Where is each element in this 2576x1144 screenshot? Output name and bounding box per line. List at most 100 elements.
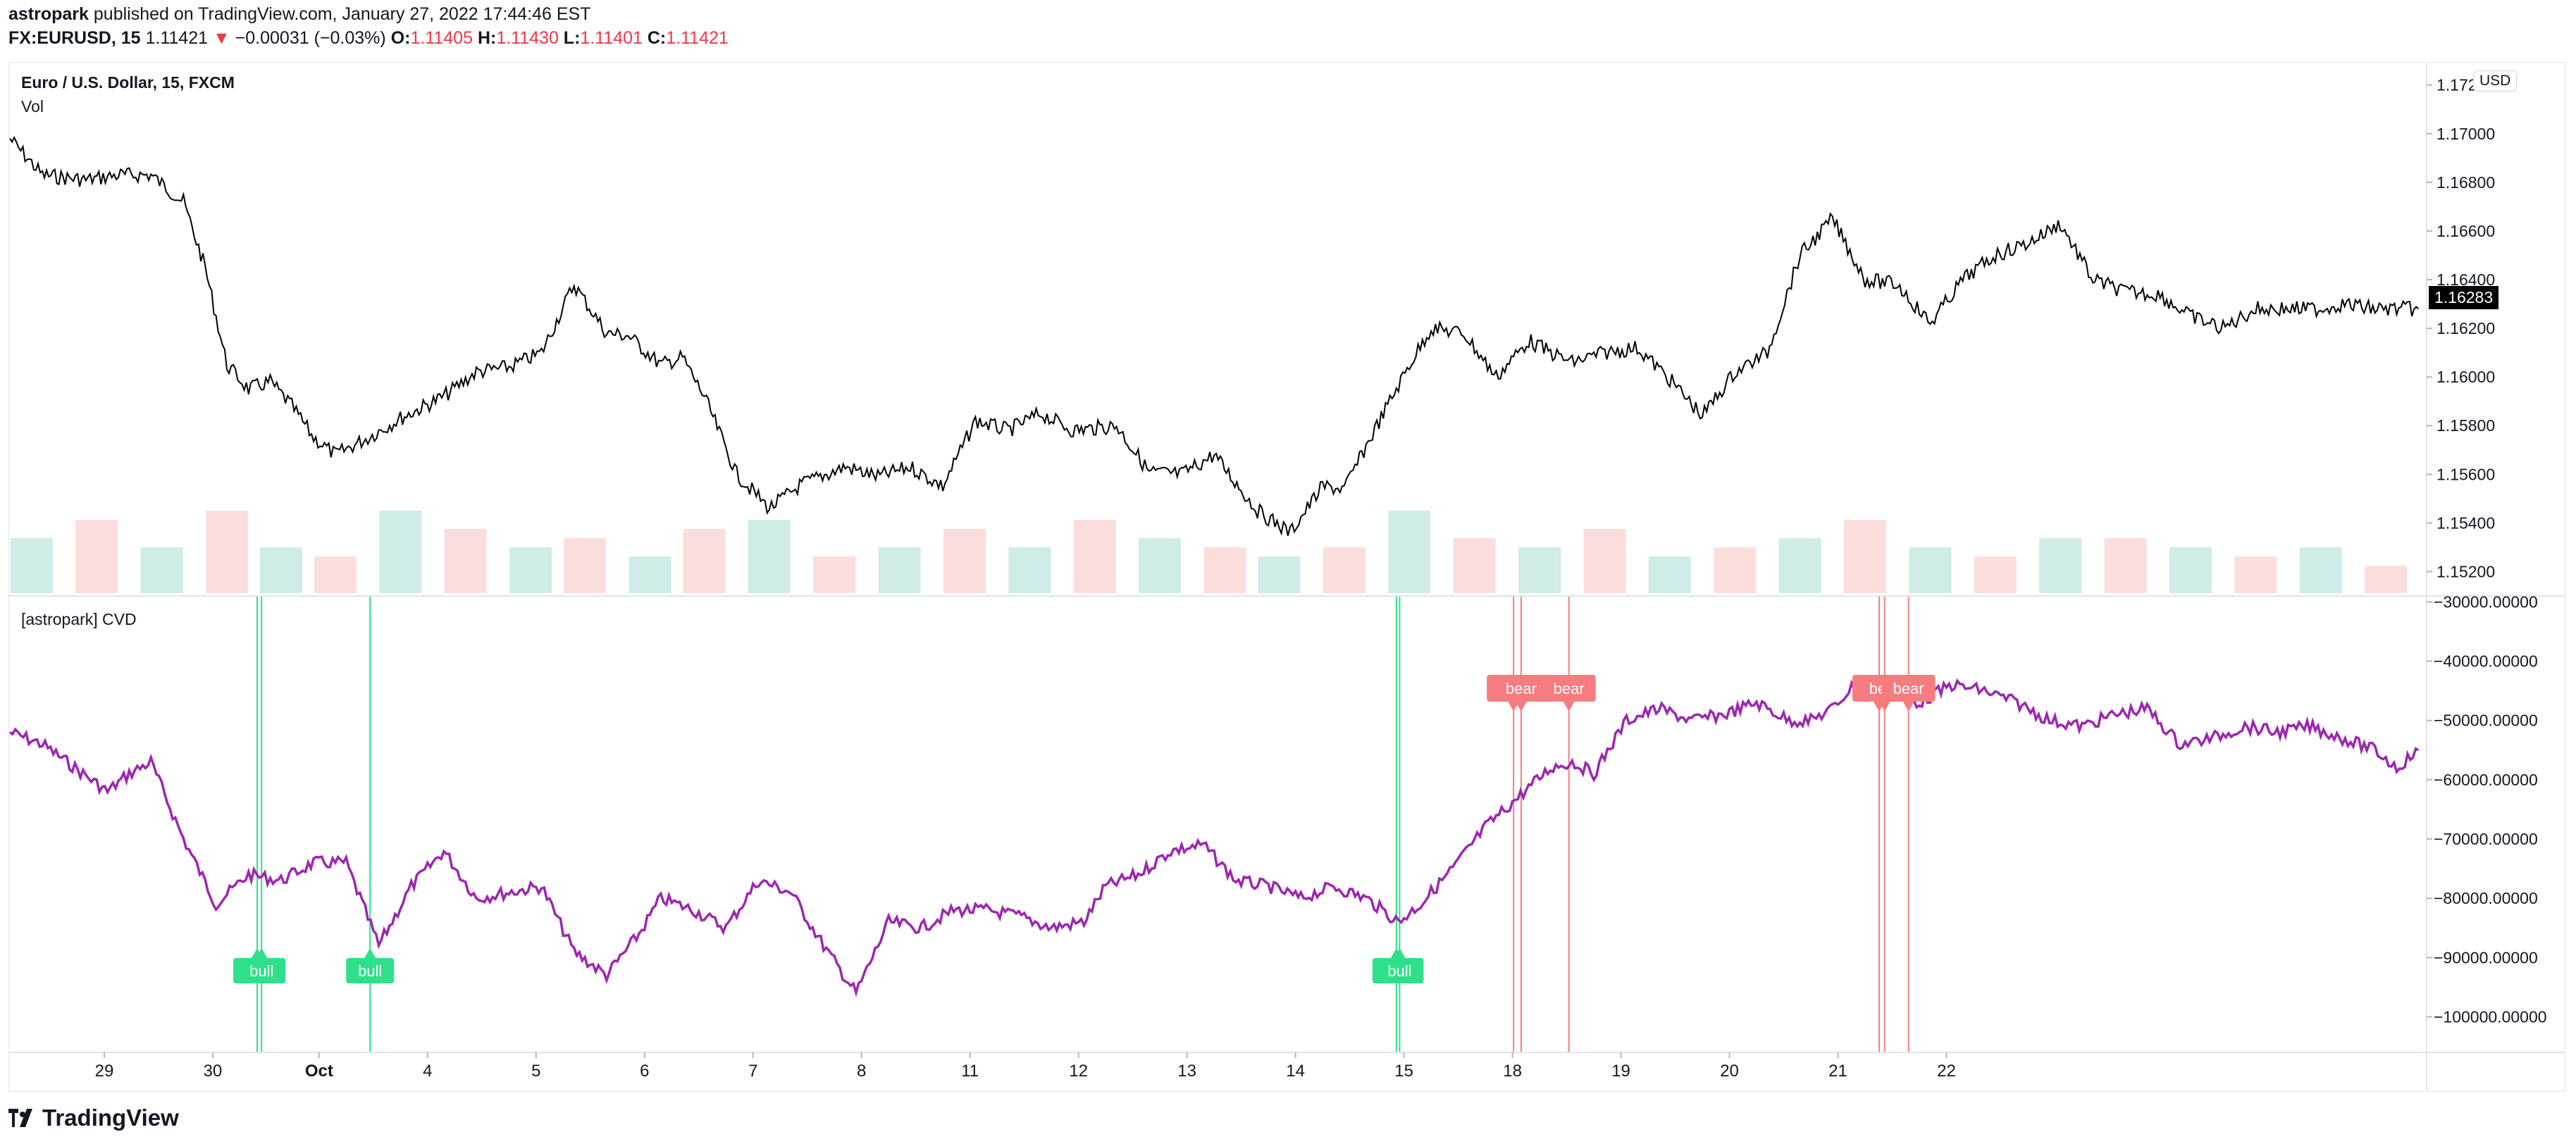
price-pane-title[interactable]: Euro / U.S. Dollar, 15, FXCM (21, 73, 235, 92)
bull-label-text: bull (1387, 962, 1411, 980)
price-tick-label: 1.17000 (2436, 125, 2495, 143)
volume-bar (813, 557, 856, 593)
low-value: 1.11401 (580, 28, 643, 48)
volume-bar (2039, 538, 2082, 593)
time-tick-label: 18 (1503, 1062, 1522, 1081)
bull-label: bull (346, 948, 395, 983)
bear-label: bear (1542, 675, 1596, 711)
time-tick-label: 4 (423, 1062, 432, 1081)
price-tick-label: 1.15400 (2436, 514, 2495, 532)
brand-name: TradingView (42, 1105, 179, 1131)
volume-bar (1583, 529, 1626, 593)
price-tick-label: 1.16000 (2436, 368, 2495, 386)
time-tick-label: 5 (531, 1062, 540, 1081)
volume-bar (509, 547, 552, 593)
currency-badge[interactable]: USD (2473, 70, 2518, 92)
last-price: 1.11421 (145, 28, 209, 48)
bull-label-box (346, 958, 395, 983)
cvd-tick-label: −40000.00000 (2434, 652, 2538, 671)
bear-label-pointer (1508, 702, 1520, 711)
bull-label: bull (237, 948, 286, 983)
price-change: −0.00031 (−0.03%) (235, 28, 386, 48)
publisher-name[interactable]: astropark (8, 4, 89, 24)
volume-bars (10, 511, 2408, 593)
time-tick-label: 15 (1394, 1062, 1413, 1081)
time-tick-label: 20 (1720, 1062, 1739, 1081)
close-label: C: (647, 28, 667, 48)
time-tick-label: Oct (305, 1062, 333, 1081)
open-label: O: (390, 28, 411, 48)
volume-bar (683, 529, 726, 593)
tradingview-logo-icon (8, 1109, 32, 1127)
cvd-tick-label: −50000.00000 (2434, 711, 2538, 730)
bull-label-pointer (364, 948, 376, 958)
time-tick-label: 29 (95, 1062, 114, 1081)
down-arrow-icon: ▼ (212, 28, 230, 48)
volume-bar (1909, 547, 1952, 593)
close-value: 1.11421 (666, 28, 729, 48)
volume-bar (1518, 547, 1561, 593)
volume-bar (1203, 547, 1246, 593)
bear-label-box (1881, 675, 1936, 702)
time-tick-label: 11 (961, 1062, 979, 1081)
bull-label-text: bull (358, 962, 382, 980)
cvd-tick-label: −90000.00000 (2434, 948, 2538, 966)
cvd-pane-title[interactable]: [astropark] CVD (21, 610, 137, 628)
cvd-tick-label: −60000.00000 (2434, 771, 2538, 789)
cvd-line (8, 678, 2420, 997)
volume-label[interactable]: Vol (21, 97, 44, 116)
symbol-ticker[interactable]: FX:EURUSD, 15 (8, 28, 141, 48)
volume-bar (2104, 538, 2147, 593)
bear-label-text: bear (1893, 680, 1924, 697)
volume-bar (1258, 557, 1301, 593)
published-text: published on TradingView.com, January 27… (93, 4, 591, 24)
volume-bar (2234, 557, 2277, 593)
volume-bar (1073, 520, 1116, 593)
volume-bar (1714, 547, 1757, 593)
volume-bar (314, 557, 357, 593)
bull-label-pointer (256, 948, 268, 958)
price-tick-label: 1.16600 (2436, 222, 2495, 240)
volume-bar (1974, 557, 2017, 593)
time-tick-label: 6 (640, 1062, 649, 1081)
volume-bar (2299, 547, 2342, 593)
low-label: L: (563, 28, 581, 48)
time-tick-label: 21 (1828, 1062, 1847, 1081)
tradingview-brand[interactable]: TradingView (8, 1105, 179, 1131)
price-tick-label: 1.16800 (2436, 173, 2495, 192)
price-tick-label: 1.15800 (2436, 416, 2495, 435)
cvd-series (8, 678, 2420, 997)
price-tick-label: 1.15200 (2436, 562, 2495, 580)
symbol-line: FX:EURUSD, 15 1.11421 ▼ −0.00031 (−0.03%… (8, 28, 729, 49)
publish-line: astropark published on TradingView.com, … (8, 4, 590, 25)
bull-label-pointer (1394, 948, 1406, 958)
axes: 1.172001.170001.168001.166001.164001.162… (8, 62, 2565, 1092)
bear-label-box (1542, 675, 1596, 702)
time-tick-label: 14 (1286, 1062, 1305, 1081)
volume-bar (628, 557, 671, 593)
price-tick-label: 1.15600 (2436, 465, 2495, 483)
price-tick-label: 1.16400 (2436, 271, 2495, 289)
signal-lines (256, 596, 1909, 1052)
cvd-tick-label: −70000.00000 (2434, 830, 2538, 848)
time-tick-label: 19 (1611, 1062, 1630, 1081)
price-line (9, 135, 2419, 536)
volume-bar (2169, 547, 2212, 593)
volume-bar (379, 511, 422, 593)
volume-bar (75, 520, 118, 593)
time-tick-label: 22 (1937, 1062, 1956, 1081)
volume-bar (444, 529, 487, 593)
cvd-tick-label: −100000.00000 (2434, 1008, 2547, 1026)
bear-label: bear (1494, 675, 1548, 711)
time-tick-label: 13 (1177, 1062, 1196, 1081)
volume-bar (1008, 547, 1051, 593)
volume-bar (1453, 538, 1496, 593)
high-value: 1.11430 (496, 28, 559, 48)
volume-bar (748, 520, 791, 593)
volume-bar (1388, 511, 1431, 593)
volume-bar (140, 547, 183, 593)
last-price-tag: 1.16283 (2429, 286, 2499, 309)
bull-label-box (237, 958, 286, 983)
volume-bar (564, 538, 607, 593)
